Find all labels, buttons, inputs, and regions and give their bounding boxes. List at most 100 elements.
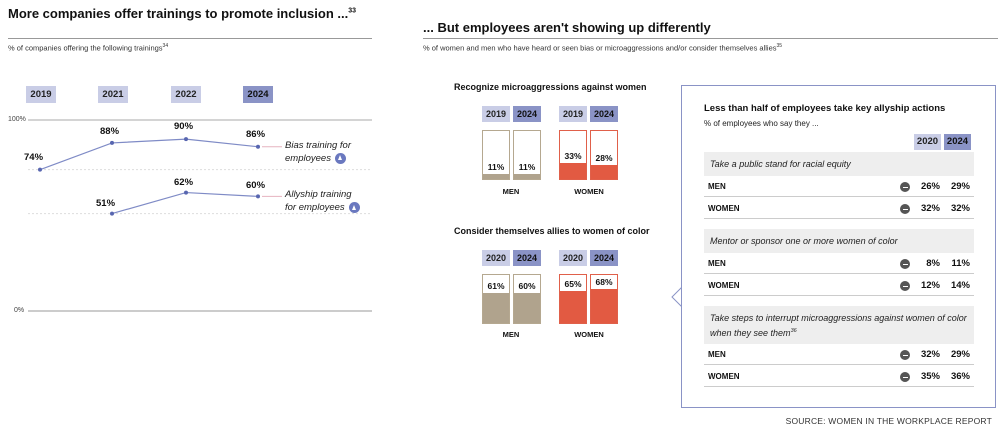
micro-women-year-a: 2019 bbox=[559, 106, 587, 122]
right-title: ... But employees aren't showing up diff… bbox=[423, 20, 711, 35]
micro-women-bar-2019: 33% bbox=[559, 130, 587, 180]
allies-men-value-2020: 61% bbox=[487, 280, 505, 291]
year-box-2024: 2024 bbox=[243, 86, 273, 103]
action-label-2: Take steps to interrupt microaggressions… bbox=[710, 313, 967, 338]
allies-men-bar-2020: 61% bbox=[482, 274, 510, 324]
allies-women-fill-2020 bbox=[560, 290, 586, 323]
table-row: WOMEN 12% 14% bbox=[704, 276, 974, 296]
row-value-2024: 29% bbox=[950, 181, 970, 192]
data-point-1-3 bbox=[256, 194, 260, 199]
row-label: WOMEN bbox=[708, 281, 740, 290]
micro-men-bar-2019: 11% bbox=[482, 130, 510, 180]
row-value-2024: 29% bbox=[950, 349, 970, 360]
action-section-2: Take steps to interrupt microaggressions… bbox=[704, 306, 974, 344]
source-note: SOURCE: WOMEN IN THE WORKPLACE REPORT bbox=[785, 416, 992, 426]
year-box-2021: 2021 bbox=[98, 86, 128, 103]
allies-men-label: MEN bbox=[502, 330, 520, 339]
row-label: MEN bbox=[708, 350, 726, 359]
allies-women-value-2024: 68% bbox=[595, 277, 613, 287]
table-row: WOMEN 35% 36% bbox=[704, 367, 974, 387]
y-axis-bottom-label: 0% bbox=[14, 307, 25, 314]
left-subtitle: % of companies offering the following tr… bbox=[8, 43, 169, 53]
micro-men-value-2024: 11% bbox=[518, 161, 536, 172]
allies-women-year-b: 2024 bbox=[590, 250, 618, 266]
micro-men-year-a: 2019 bbox=[482, 106, 510, 122]
data-point-0-3 bbox=[256, 144, 260, 149]
no-change-icon bbox=[900, 372, 910, 382]
info-triangle-icon[interactable] bbox=[334, 152, 346, 164]
data-label-1-1: 51% bbox=[96, 197, 116, 209]
row-value-2024: 14% bbox=[950, 280, 970, 291]
micro-chart-title: Recognize microaggressions against women bbox=[454, 82, 647, 92]
series-label-0: Bias training for employees bbox=[285, 139, 352, 164]
no-change-icon bbox=[900, 204, 910, 214]
data-label-0-1: 88% bbox=[100, 125, 120, 137]
row-value-2024: 11% bbox=[951, 258, 971, 269]
series-line-0 bbox=[39, 138, 259, 171]
allies-men-value-2024: 60% bbox=[518, 281, 536, 291]
table-row: MEN 8% 11% bbox=[704, 254, 974, 274]
data-label-1-3: 60% bbox=[246, 180, 266, 192]
info-triangle-icon[interactable] bbox=[348, 202, 360, 214]
micro-men-fill-2024 bbox=[514, 173, 540, 179]
allies-women-label: WOMEN bbox=[574, 330, 604, 339]
data-point-1-2 bbox=[184, 190, 188, 195]
allies-women-bar-2024: 68% bbox=[590, 274, 618, 324]
row-label: MEN bbox=[708, 259, 726, 268]
row-value-2020: 26% bbox=[920, 181, 940, 192]
micro-women-bar-2024: 28% bbox=[590, 130, 618, 180]
allies-women-bar-2020: 65% bbox=[559, 274, 587, 324]
row-value-2020: 32% bbox=[920, 349, 940, 360]
action-section-0: Take a public stand for racial equity bbox=[704, 152, 974, 176]
year-box-2022: 2022 bbox=[171, 86, 201, 103]
action-label-1: Mentor or sponsor one or more women of c… bbox=[710, 236, 898, 246]
row-label: WOMEN bbox=[708, 372, 740, 381]
row-value-2024: 32% bbox=[950, 203, 970, 214]
allies-men-bar-2024: 60% bbox=[513, 274, 541, 324]
series-line-1 bbox=[111, 191, 259, 215]
no-change-icon bbox=[900, 350, 910, 360]
data-point-0-0 bbox=[38, 167, 42, 172]
micro-women-value-2024: 28% bbox=[595, 153, 613, 163]
line-chart bbox=[28, 119, 372, 312]
allies-men-year-b: 2024 bbox=[513, 250, 541, 266]
data-label-0-0: 74% bbox=[24, 151, 44, 163]
micro-men-year-b: 2024 bbox=[513, 106, 541, 122]
micro-men-label: MEN bbox=[502, 187, 520, 196]
panel-col-2020: 2020 bbox=[914, 134, 941, 150]
action-label-0: Take a public stand for racial equity bbox=[710, 159, 851, 169]
allies-women-year-a: 2020 bbox=[559, 250, 587, 266]
micro-men-bar-2024: 11% bbox=[513, 130, 541, 180]
year-box-2019: 2019 bbox=[26, 86, 56, 103]
y-axis-top-label: 100% bbox=[8, 116, 26, 123]
data-point-0-1 bbox=[110, 140, 114, 145]
right-subtitle: % of women and men who have heard or see… bbox=[423, 43, 783, 53]
micro-men-value-2019: 11% bbox=[487, 161, 505, 172]
left-title-rule bbox=[8, 38, 372, 39]
allies-men-year-a: 2020 bbox=[482, 250, 510, 266]
micro-women-label: WOMEN bbox=[574, 187, 604, 196]
table-row: MEN 26% 29% bbox=[704, 177, 974, 197]
micro-women-value-2019: 33% bbox=[564, 150, 582, 161]
left-title: More companies offer trainings to promot… bbox=[8, 6, 356, 21]
allies-men-fill-2024 bbox=[514, 293, 540, 323]
no-change-icon bbox=[900, 182, 910, 192]
row-label: WOMEN bbox=[708, 204, 740, 213]
panel-title: Less than half of employees take key all… bbox=[704, 103, 946, 114]
row-value-2020: 35% bbox=[920, 371, 940, 382]
allyship-panel: Less than half of employees take key all… bbox=[681, 85, 996, 408]
row-value-2024: 36% bbox=[950, 371, 970, 382]
data-label-1-2: 62% bbox=[174, 176, 194, 188]
data-point-1-1 bbox=[110, 211, 114, 216]
row-value-2020: 12% bbox=[920, 280, 940, 291]
allies-men-fill-2020 bbox=[483, 292, 509, 323]
micro-women-year-b: 2024 bbox=[590, 106, 618, 122]
allies-chart-title: Consider themselves allies to women of c… bbox=[454, 226, 650, 236]
micro-women-fill-2024 bbox=[591, 165, 617, 179]
data-label-0-3: 86% bbox=[246, 128, 266, 140]
panel-col-2024: 2024 bbox=[944, 134, 971, 150]
table-row: MEN 32% 29% bbox=[704, 345, 974, 365]
row-value-2020: 32% bbox=[920, 203, 940, 214]
right-title-rule bbox=[423, 38, 998, 39]
no-change-icon bbox=[900, 259, 910, 269]
